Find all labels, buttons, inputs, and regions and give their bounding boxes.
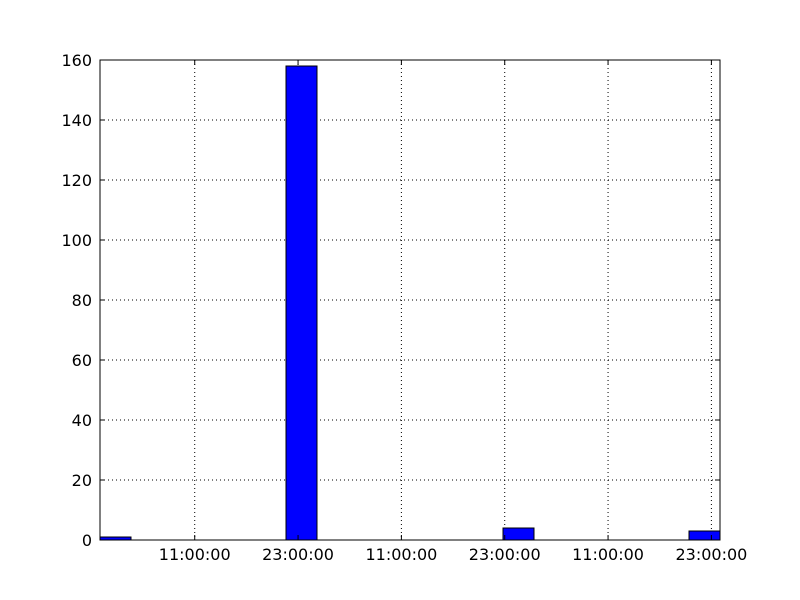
- y-tick-label: 40: [72, 411, 92, 430]
- x-tick-label: 11:00:00: [572, 545, 644, 564]
- y-axis-tick-labels: 0 20 40 60 80 100 120 140 160: [61, 51, 92, 550]
- histogram-bar: [688, 530, 721, 541]
- y-tick-label: 20: [72, 471, 92, 490]
- x-tick-label: 23:00:00: [262, 545, 334, 564]
- x-tick-label: 23:00:00: [469, 545, 541, 564]
- bars: [99, 65, 721, 541]
- y-tick-label: 140: [61, 111, 92, 130]
- histogram-bar: [285, 65, 318, 541]
- y-tick-label: 60: [72, 351, 92, 370]
- y-tick-label: 100: [61, 231, 92, 250]
- axis-ticks: [100, 59, 720, 541]
- x-tick-label: 23:00:00: [675, 545, 747, 564]
- y-tick-label: 120: [61, 171, 92, 190]
- histogram-bar: [502, 527, 535, 541]
- x-tick-label: 11:00:00: [159, 545, 231, 564]
- y-tick-label: 0: [82, 531, 92, 550]
- y-tick-label: 80: [72, 291, 92, 310]
- x-axis-tick-labels: 11:00:00 23:00:00 11:00:00 23:00:00 11:00:00…: [159, 545, 748, 564]
- y-tick-label: 160: [61, 51, 92, 70]
- x-tick-label: 11:00:00: [365, 545, 437, 564]
